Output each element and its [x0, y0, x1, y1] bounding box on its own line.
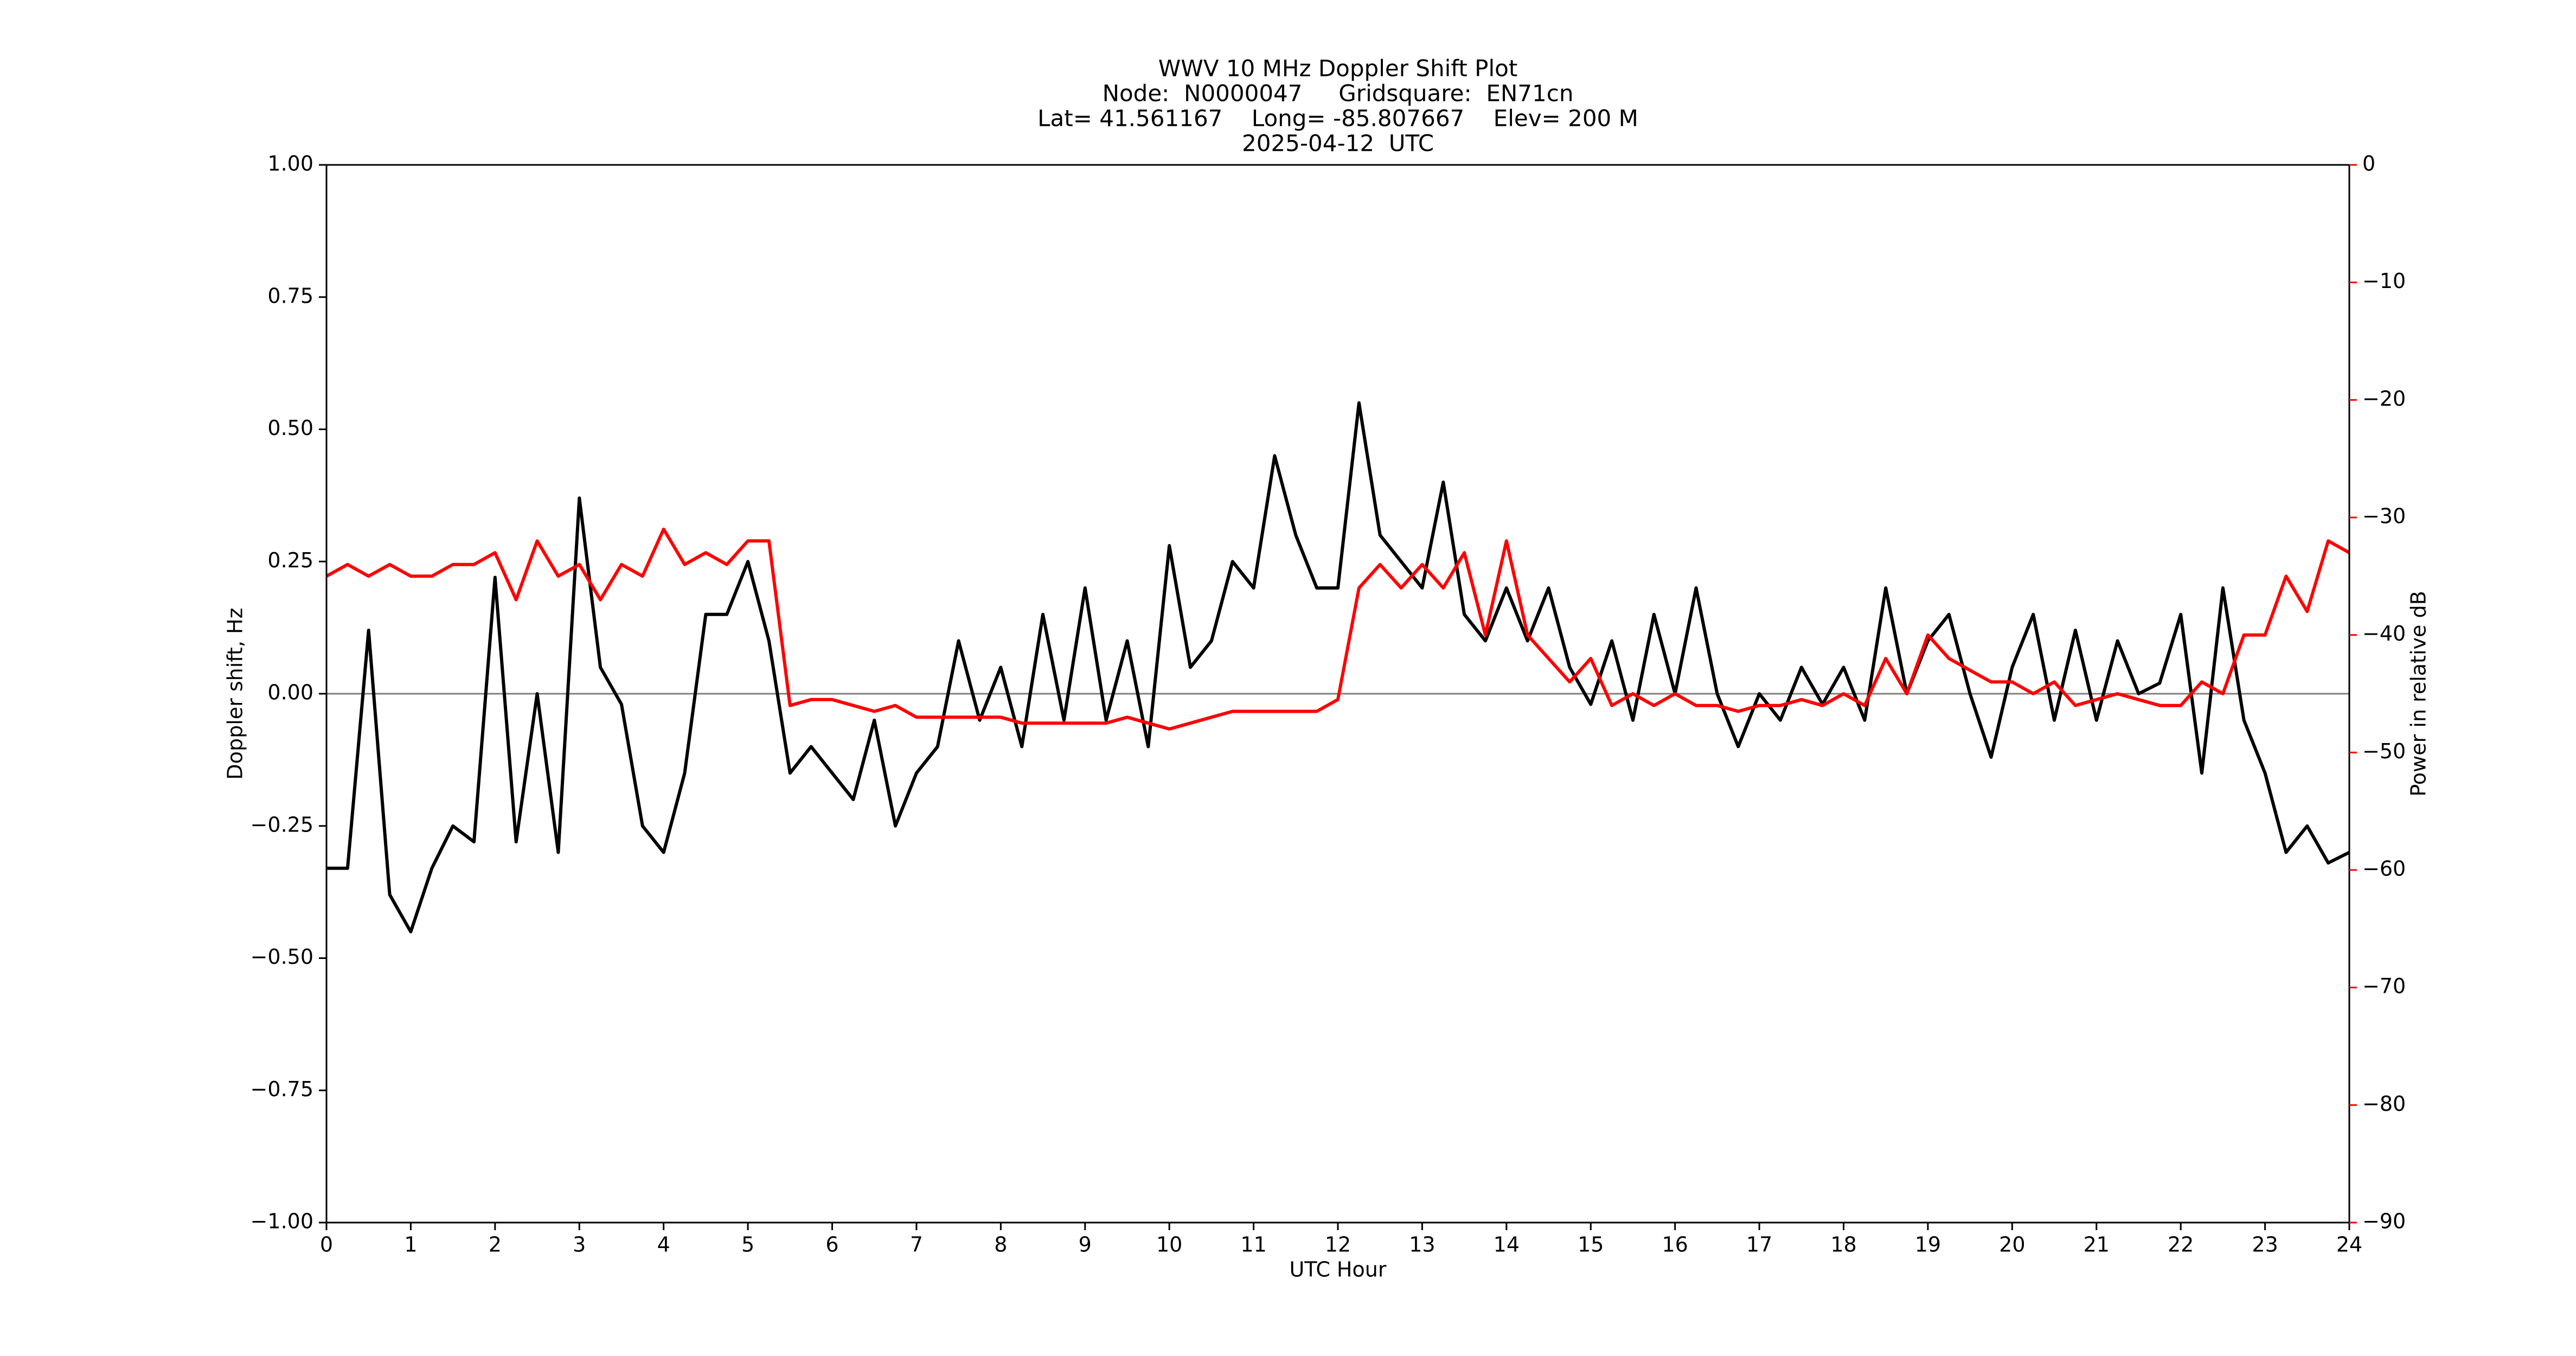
y2-tick-label: −20 [2362, 387, 2406, 411]
y2-tick-label: −40 [2362, 622, 2406, 645]
data-line [325, 527, 2350, 731]
x-tick-label: 14 [1494, 1233, 1520, 1257]
x-tick-label: 7 [910, 1233, 923, 1257]
x-tick-label: 0 [320, 1233, 333, 1257]
y-tick-label: −1.00 [251, 1210, 313, 1233]
x-tick-label: 15 [1578, 1233, 1604, 1257]
y2-tick-label: −60 [2362, 857, 2406, 881]
y-tick-label: −0.75 [251, 1077, 313, 1101]
x-tick-label: 6 [825, 1233, 838, 1257]
x-tick-label: 16 [1662, 1233, 1688, 1257]
x-tick-label: 9 [1079, 1233, 1092, 1257]
x-tick-label: 10 [1156, 1233, 1182, 1257]
x-tick-label: 21 [2084, 1233, 2110, 1257]
y2-tick-label: −90 [2362, 1210, 2406, 1233]
y2-tick-label: −10 [2362, 269, 2406, 293]
x-tick-label: 11 [1240, 1233, 1266, 1257]
x-tick-label: 23 [2252, 1233, 2278, 1257]
y2-tick-label: 0 [2362, 152, 2375, 176]
data-line [326, 401, 2350, 933]
x-tick-label: 18 [1830, 1233, 1856, 1257]
x-tick-label: 24 [2336, 1233, 2362, 1257]
x-tick-label: 2 [489, 1233, 502, 1257]
y-axis-label: Doppler shift, Hz [223, 607, 247, 779]
y2-axis-label: Power in relative dB [2407, 591, 2431, 796]
y-tick-label: 0.50 [267, 416, 313, 440]
x-tick-label: 8 [994, 1233, 1007, 1257]
x-tick-label: 19 [1915, 1233, 1941, 1257]
y-tick-label: −0.50 [251, 945, 313, 969]
x-axis-label: UTC Hour [1290, 1258, 1387, 1282]
y-tick-label: 0.00 [267, 681, 313, 705]
x-tick-label: 12 [1325, 1233, 1351, 1257]
y-tick-label: 0.25 [267, 548, 313, 572]
y2-tick-label: −80 [2362, 1092, 2406, 1116]
x-tick-label: 4 [657, 1233, 670, 1257]
y-tick-label: −0.25 [251, 813, 313, 836]
chart-title: WWV 10 MHz Doppler Shift Plot [1158, 55, 1518, 82]
x-tick-label: 1 [404, 1233, 417, 1257]
x-tick-label: 17 [1746, 1233, 1772, 1257]
y2-tick-label: −70 [2362, 974, 2406, 998]
y-tick-label: 1.00 [267, 152, 313, 176]
chart-subtitle: Lat= 41.561167 Long= -85.807667 Elev= 20… [1037, 105, 1638, 132]
x-tick-label: 3 [573, 1233, 586, 1257]
x-tick-label: 22 [2168, 1233, 2194, 1257]
x-tick-label: 13 [1409, 1233, 1435, 1257]
chart-subtitle: Node: N0000047 Gridsquare: EN71cn [1103, 80, 1574, 107]
chart-subtitle: 2025-04-12 UTC [1242, 130, 1434, 157]
x-tick-label: 20 [1999, 1233, 2025, 1257]
y-tick-label: 0.75 [267, 284, 313, 308]
x-tick-label: 5 [741, 1233, 754, 1257]
y2-tick-label: −30 [2362, 504, 2406, 528]
y2-tick-label: −50 [2362, 739, 2406, 763]
